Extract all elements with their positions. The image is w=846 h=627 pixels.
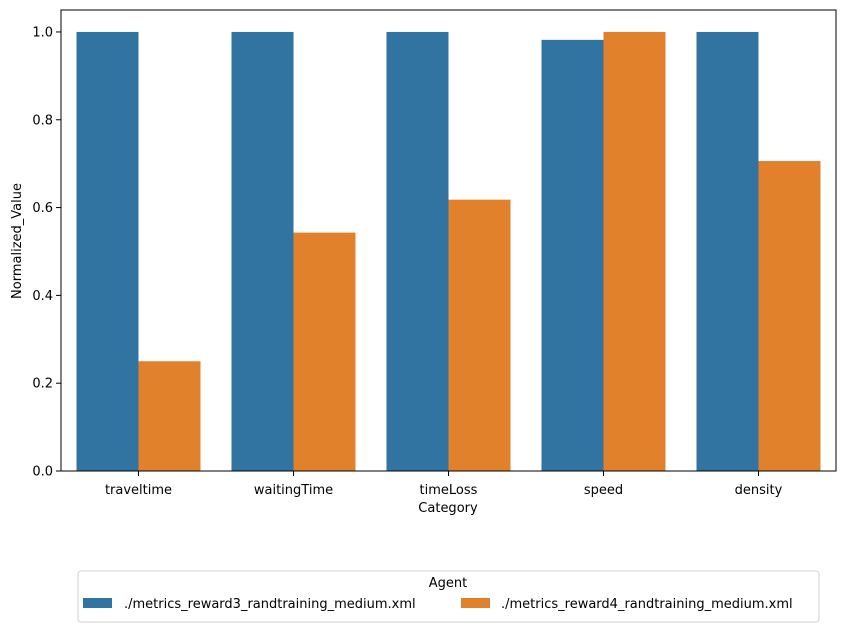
bar-density-series-2: [758, 161, 821, 471]
legend: Agent ./metrics_reward3_randtraining_med…: [77, 570, 820, 623]
legend-frame: [77, 570, 820, 623]
x-tick-label: density: [735, 483, 783, 498]
y-tick-label: 0.6: [32, 201, 53, 216]
bar-waitingTime-series-1: [231, 31, 294, 471]
legend-label-series-2: ./metrics_reward4_randtraining_medium.xm…: [501, 597, 793, 612]
x-tick-label: timeLoss: [420, 483, 478, 498]
x-tick-label: traveltime: [105, 483, 172, 498]
y-tick-label: 0.4: [32, 289, 53, 304]
y-axis-label: Normalized_Value: [10, 183, 25, 299]
bar-traveltime-series-2: [138, 361, 201, 471]
x-tick-label: speed: [584, 483, 623, 498]
bar-traveltime-series-1: [76, 31, 139, 471]
bar-speed-series-2: [603, 31, 666, 471]
x-tick-label: waitingTime: [254, 483, 333, 498]
bar-timeLoss-series-1: [386, 31, 449, 471]
y-tick-label: 0.0: [32, 465, 53, 480]
bar-density-series-1: [696, 31, 759, 471]
y-tick-label: 0.2: [32, 377, 53, 392]
x-axis: traveltime waitingTime timeLoss speed densit…: [105, 471, 783, 498]
y-tick-label: 0.8: [32, 113, 53, 128]
legend-label-series-1: ./metrics_reward3_randtraining_medium.xm…: [124, 597, 416, 612]
y-tick-label: 1.0: [32, 25, 53, 40]
y-axis: 0.0 0.2 0.4 0.6 0.8 1.0: [32, 25, 61, 480]
legend-swatch-series-2: [461, 598, 490, 608]
bars-group: [76, 31, 821, 472]
legend-swatch-series-1: [83, 598, 112, 608]
bar-waitingTime-series-2: [293, 232, 356, 471]
bar-speed-series-1: [541, 39, 604, 472]
legend-title: Agent: [429, 576, 467, 591]
x-axis-label: Category: [418, 501, 478, 516]
bar-timeLoss-series-2: [448, 199, 511, 472]
